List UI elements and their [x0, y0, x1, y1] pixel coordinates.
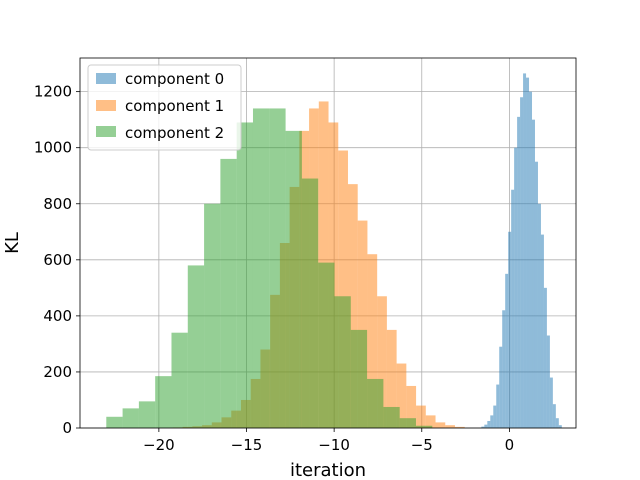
bar-component-0: [537, 203, 541, 428]
bar-component-2: [138, 401, 156, 428]
bar-component-1: [416, 405, 426, 428]
legend-swatch-component-2: [96, 126, 116, 137]
legend-label-component-2: component 2: [125, 124, 224, 142]
legend-swatch-component-0: [96, 73, 116, 84]
legend-swatch-component-1: [96, 100, 116, 111]
legend-label-component-0: component 0: [125, 70, 224, 88]
y-tick-label: 800: [43, 195, 72, 213]
bar-component-0: [517, 116, 521, 428]
legend-label-component-1: component 1: [125, 97, 224, 115]
bar-component-1: [367, 254, 378, 428]
bar-component-1: [377, 296, 387, 428]
bar-component-0: [534, 161, 538, 428]
bar-component-2: [383, 406, 400, 428]
x-axis-label: iteration: [290, 460, 366, 480]
bar-component-0: [484, 424, 488, 428]
bar-component-2: [301, 178, 319, 428]
bar-component-0: [546, 335, 550, 428]
x-tick-label: −5: [411, 436, 433, 454]
bar-component-0: [520, 97, 524, 428]
x-tick-label: −10: [318, 436, 350, 454]
y-tick-label: 1000: [34, 139, 72, 157]
bar-component-1: [445, 425, 455, 428]
bar-component-0: [549, 377, 553, 428]
bar-component-2: [204, 203, 221, 428]
bar-component-0: [543, 287, 547, 428]
x-tick-label: 0: [505, 436, 515, 454]
y-axis-ticks: 0 200 400 600 800 1000 1200: [34, 83, 80, 437]
bar-component-2: [285, 130, 302, 428]
bar-component-2: [367, 378, 384, 428]
bar-component-1: [357, 220, 368, 428]
bar-component-1: [347, 184, 358, 428]
bar-component-1: [396, 363, 407, 428]
bar-component-0: [540, 234, 544, 428]
histogram-bars: [106, 73, 562, 429]
bar-component-0: [481, 426, 485, 428]
bar-component-0: [493, 405, 497, 428]
bar-component-1: [454, 426, 465, 428]
x-tick-label: −20: [143, 436, 175, 454]
bar-component-0: [505, 273, 509, 428]
bar-component-2: [350, 329, 368, 428]
bar-component-2: [334, 296, 351, 428]
bar-component-1: [406, 385, 417, 428]
y-axis-label: KL: [2, 232, 23, 254]
bar-component-0: [555, 418, 559, 428]
bar-component-0: [502, 310, 506, 428]
y-tick-label: 0: [62, 419, 72, 437]
y-tick-label: 600: [43, 251, 72, 269]
plot-frame: [79, 57, 577, 429]
bar-component-1: [425, 415, 436, 428]
bar-component-0: [496, 384, 500, 428]
bar-component-0: [526, 77, 530, 428]
bar-component-1: [435, 422, 446, 428]
bar-component-2: [187, 265, 205, 428]
bar-component-2: [252, 108, 270, 429]
legend-frame: [87, 64, 242, 151]
bar-component-0: [490, 415, 494, 428]
bar-component-0: [499, 346, 503, 428]
bar-component-1: [338, 150, 348, 428]
y-tick-label: 1200: [34, 83, 72, 101]
bar-component-2: [220, 158, 237, 428]
legend: component 0 component 1 component 2: [87, 64, 242, 151]
bar-component-0: [558, 425, 562, 428]
bar-component-2: [236, 122, 253, 428]
bar-component-0: [532, 119, 535, 429]
bar-component-2: [155, 376, 172, 428]
bar-component-0: [514, 147, 518, 429]
bar-component-0: [508, 231, 512, 428]
x-tick-label: −15: [231, 436, 263, 454]
y-tick-label: 200: [43, 363, 72, 381]
bar-component-2: [318, 262, 335, 428]
bar-component-2: [171, 332, 188, 428]
bar-component-2: [269, 108, 286, 429]
bar-component-2: [415, 425, 433, 428]
bar-component-0: [552, 404, 556, 428]
bar-component-2: [106, 416, 123, 428]
bar-component-0: [487, 420, 491, 428]
bar-component-2: [122, 408, 139, 428]
bar-component-0: [511, 189, 515, 428]
y-tick-label: 400: [43, 307, 72, 325]
x-axis-ticks: −20 −15 −10 −5 0: [143, 428, 514, 454]
bar-component-2: [399, 418, 416, 428]
bar-component-1: [386, 329, 397, 428]
bar-component-0: [523, 73, 527, 429]
bar-component-0: [529, 91, 533, 429]
